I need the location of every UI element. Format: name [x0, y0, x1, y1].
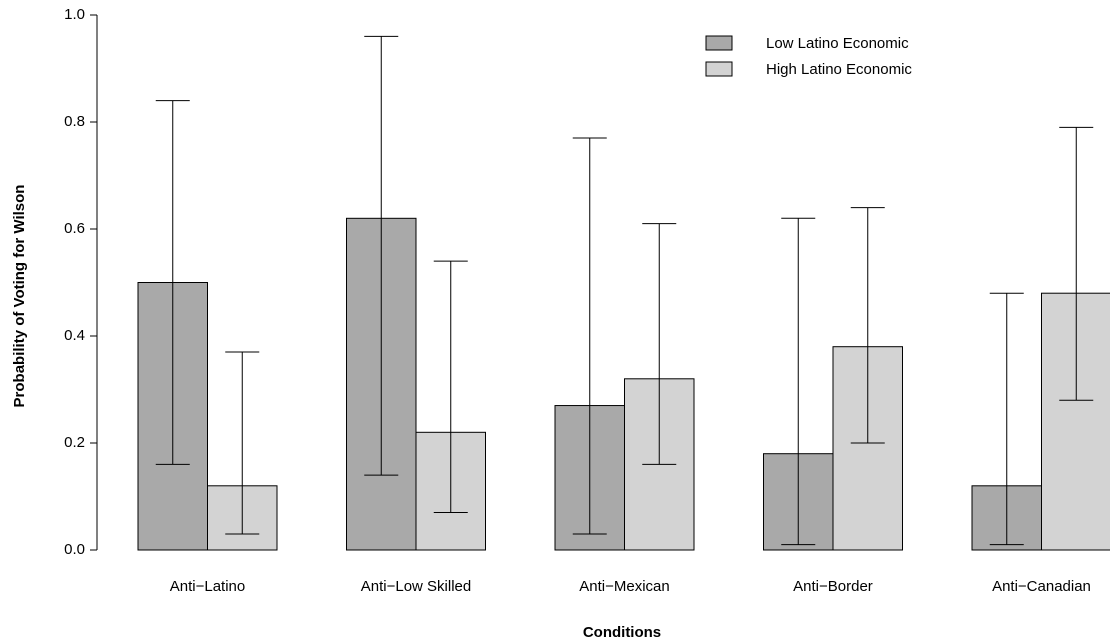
legend-swatch: [705, 61, 733, 77]
x-category-label: Anti−Border: [793, 578, 873, 595]
y-axis-title: Probability of Voting for Wilson: [11, 185, 28, 408]
y-tick-label: 0.2: [64, 434, 85, 451]
bars: [137, 217, 1110, 551]
x-category-label: Anti−Canadian: [992, 578, 1091, 595]
error-bars: [155, 35, 1094, 546]
x-category-label: Anti−Latino: [170, 578, 245, 595]
x-category-label: Anti−Mexican: [579, 578, 669, 595]
y-axis: 0.0 0.2 0.4 0.6 0.8 1.0: [64, 6, 98, 558]
y-tick-label: 0.6: [64, 220, 85, 237]
legend: Low Latino Economic High Latino Economic: [705, 35, 912, 78]
y-tick-label: 0.8: [64, 113, 85, 130]
y-tick-label: 1.0: [64, 6, 85, 23]
x-axis-category-labels: Anti−Latino Anti−Low Skilled Anti−Mexican A…: [170, 578, 1091, 595]
y-tick-label: 0.4: [64, 327, 85, 344]
legend-swatch: [705, 35, 733, 51]
y-tick-label: 0.0: [64, 541, 85, 558]
legend-label: Low Latino Economic: [766, 35, 909, 52]
x-category-label: Anti−Low Skilled: [361, 578, 471, 595]
legend-label: High Latino Economic: [766, 61, 912, 78]
x-axis-title: Conditions: [583, 624, 661, 641]
